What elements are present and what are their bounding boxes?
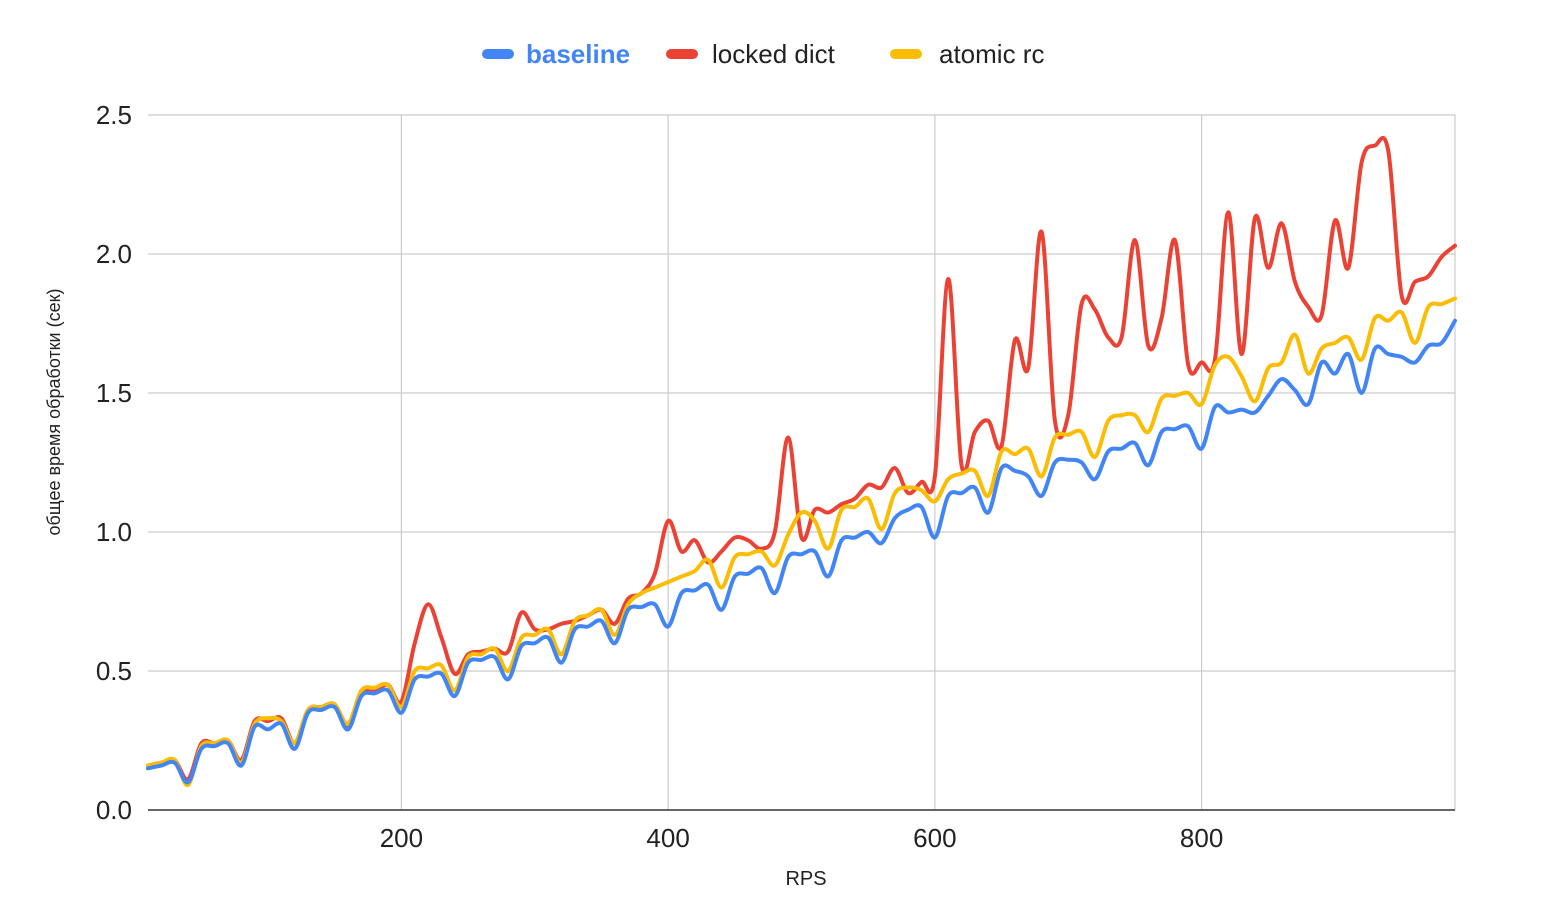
x-axis-label: RPS (785, 868, 826, 890)
y-tick-label: 1.0 (96, 517, 132, 547)
legend-item-baseline[interactable]: baseline (482, 39, 630, 69)
legend-swatch (666, 49, 698, 59)
legend-label: baseline (526, 39, 630, 69)
x-tick-label: 800 (1180, 823, 1223, 853)
legend-swatch (890, 49, 922, 59)
x-tick-label: 400 (646, 823, 689, 853)
y-tick-label: 0.0 (96, 795, 132, 825)
x-axis-ticks: 200 400 600 800 (380, 823, 1224, 853)
y-axis-label: общее время обработки (сек) (44, 289, 64, 536)
y-axis-ticks: 0.0 0.5 1.0 1.5 2.0 2.5 (96, 100, 132, 825)
legend-item-locked-dict[interactable]: locked dict (666, 39, 836, 69)
legend-label: atomic rc (939, 39, 1044, 69)
gridlines (148, 114, 1456, 810)
series-line-locked-dict (146, 135, 1457, 782)
y-tick-label: 0.5 (96, 656, 132, 686)
x-tick-label: 200 (380, 823, 423, 853)
legend-swatch (482, 49, 514, 59)
series-lines (146, 135, 1457, 787)
y-tick-label: 1.5 (96, 378, 132, 408)
series-line-atomic-rc (146, 296, 1457, 787)
series-line-baseline (146, 318, 1457, 785)
y-tick-label: 2.5 (96, 100, 132, 130)
x-tick-label: 600 (913, 823, 956, 853)
legend: baseline locked dict atomic rc (482, 39, 1044, 69)
legend-item-atomic-rc[interactable]: atomic rc (890, 39, 1044, 69)
legend-label: locked dict (712, 39, 836, 69)
y-tick-label: 2.0 (96, 239, 132, 269)
